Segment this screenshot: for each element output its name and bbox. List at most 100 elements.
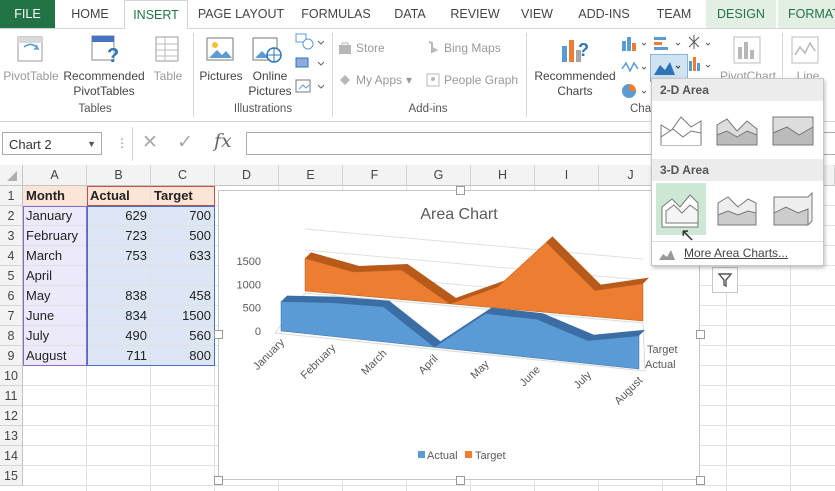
row-header-14[interactable]: 14 [0,446,23,466]
chart-filters-button[interactable] [712,267,738,293]
tab-add-ins[interactable]: ADD-INS [578,7,630,21]
column-header-f[interactable]: F [343,165,407,186]
row-header-12[interactable]: 12 [0,406,23,426]
cell-b6[interactable]: 838 [87,286,151,306]
row-header-3[interactable]: 3 [0,226,23,246]
my-apps-button[interactable]: My Apps [356,73,403,87]
cell-c6[interactable]: 458 [151,286,215,306]
cell-a1[interactable]: Month [23,186,87,206]
insert-function-icon[interactable]: fx [214,130,232,152]
cell-b3[interactable]: 723 [87,226,151,246]
cell-a9[interactable]: August [23,346,87,366]
column-header-d[interactable]: D [215,165,279,186]
column-header-h[interactable]: H [471,165,535,186]
column-header-i[interactable]: I [535,165,599,186]
chart-resize-handle[interactable] [696,476,705,485]
chart-resize-handle[interactable] [214,476,223,485]
tab-file[interactable]: FILE [0,0,55,28]
recommended-pivottables-button[interactable]: Recommended PivotTables [60,69,148,99]
store-button[interactable]: Store [356,41,385,55]
row-header-8[interactable]: 8 [0,326,23,346]
tab-view[interactable]: VIEW [521,7,553,21]
cell-b7[interactable]: 834 [87,306,151,326]
select-all-corner[interactable] [0,165,23,186]
tab-review[interactable]: REVIEW [450,7,500,21]
more-area-charts-item[interactable]: More Area Charts... [656,244,819,264]
row-header-11[interactable]: 11 [0,386,23,406]
row-header-1[interactable]: 1 [0,186,23,206]
cell-c3[interactable]: 500 [151,226,215,246]
people-graph-button[interactable]: People Graph [444,73,519,87]
cell-b5[interactable] [87,266,151,286]
online-pictures-button[interactable]: Online Pictures [244,69,296,99]
my-apps-dropdown-arrow[interactable]: ▾ [406,73,413,87]
row-header-10[interactable]: 10 [0,366,23,386]
tab-formulas[interactable]: FORMULAS [301,7,371,21]
cell-a5[interactable]: April [23,266,87,286]
column-header-c[interactable]: C [151,165,215,186]
cell-b4[interactable]: 753 [87,246,151,266]
row-header-15[interactable]: 15 [0,466,23,486]
cell-c5[interactable] [151,266,215,286]
gallery-area[interactable] [658,105,704,153]
pictures-button[interactable]: Pictures [199,69,243,83]
name-box[interactable]: Chart 2 ▼ [2,132,102,155]
row-header-2[interactable]: 2 [0,206,23,226]
chart-resize-handle[interactable] [456,186,465,195]
row-header-7[interactable]: 7 [0,306,23,326]
column-header-g[interactable]: G [407,165,471,186]
cell-b1[interactable]: Actual [87,186,151,206]
gallery-stacked-area[interactable] [714,105,760,153]
tab-data[interactable]: DATA [394,7,426,21]
row-header-9[interactable]: 9 [0,346,23,366]
gallery-3d-area-hover[interactable] [656,183,706,235]
series-actual-area [280,301,640,370]
enter-icon[interactable]: ✓ [177,132,193,153]
cell-a8[interactable]: July [23,326,87,346]
row-header-13[interactable]: 13 [0,426,23,446]
chart-resize-handle[interactable] [456,476,465,485]
chart-resize-handle[interactable] [696,330,705,339]
column-header-a[interactable]: A [23,165,87,186]
chart-resize-handle[interactable] [214,330,223,339]
cell-a4[interactable]: March [23,246,87,266]
tab-format[interactable]: FORMAT [778,0,835,28]
cell-a3[interactable]: February [23,226,87,246]
tab-design[interactable]: DESIGN [706,0,776,28]
recommended-charts-button[interactable]: Recommended Charts [530,69,620,99]
series-actual-area-top-face [281,295,645,348]
cell-b8[interactable]: 490 [87,326,151,346]
tab-team[interactable]: TEAM [656,7,692,21]
tab-page-layout[interactable]: PAGE LAYOUT [197,7,285,21]
funnel-icon [717,273,733,288]
row-header-5[interactable]: 5 [0,266,23,286]
pivottable-button[interactable]: PivotTable [3,69,59,83]
tab-home[interactable]: HOME [71,7,109,21]
cell-c2[interactable]: 700 [151,206,215,226]
name-box-dropdown-icon[interactable]: ▼ [87,139,96,149]
cell-a7[interactable]: June [23,306,87,326]
cell-c8[interactable]: 560 [151,326,215,346]
cell-b2[interactable]: 629 [87,206,151,226]
area-chart-button[interactable] [650,54,688,82]
gallery-3d-stacked-area[interactable] [714,183,760,235]
cell-a6[interactable]: May [23,286,87,306]
cancel-icon[interactable]: ✕ [142,132,158,153]
shapes-smartart-screenshot-icons [295,33,324,93]
column-header-b[interactable]: B [87,165,151,186]
row-header-4[interactable]: 4 [0,246,23,266]
cell-a2[interactable]: January [23,206,87,226]
cell-b9[interactable]: 711 [87,346,151,366]
column-header-e[interactable]: E [279,165,343,186]
gallery-3d-100-stacked-area[interactable] [770,183,816,235]
row-header-6[interactable]: 6 [0,286,23,306]
table-button[interactable]: Table [153,69,183,83]
area-chart[interactable]: Area Chart 1500 1000 500 0 January February Mar… [218,190,700,480]
cell-c4[interactable]: 633 [151,246,215,266]
cell-c7[interactable]: 1500 [151,306,215,326]
bing-maps-button[interactable]: Bing Maps [444,41,501,55]
cell-c9[interactable]: 800 [151,346,215,366]
gallery-100-stacked-area[interactable] [770,105,816,153]
tab-insert[interactable]: INSERT [124,0,188,30]
cell-c1[interactable]: Target [151,186,215,206]
